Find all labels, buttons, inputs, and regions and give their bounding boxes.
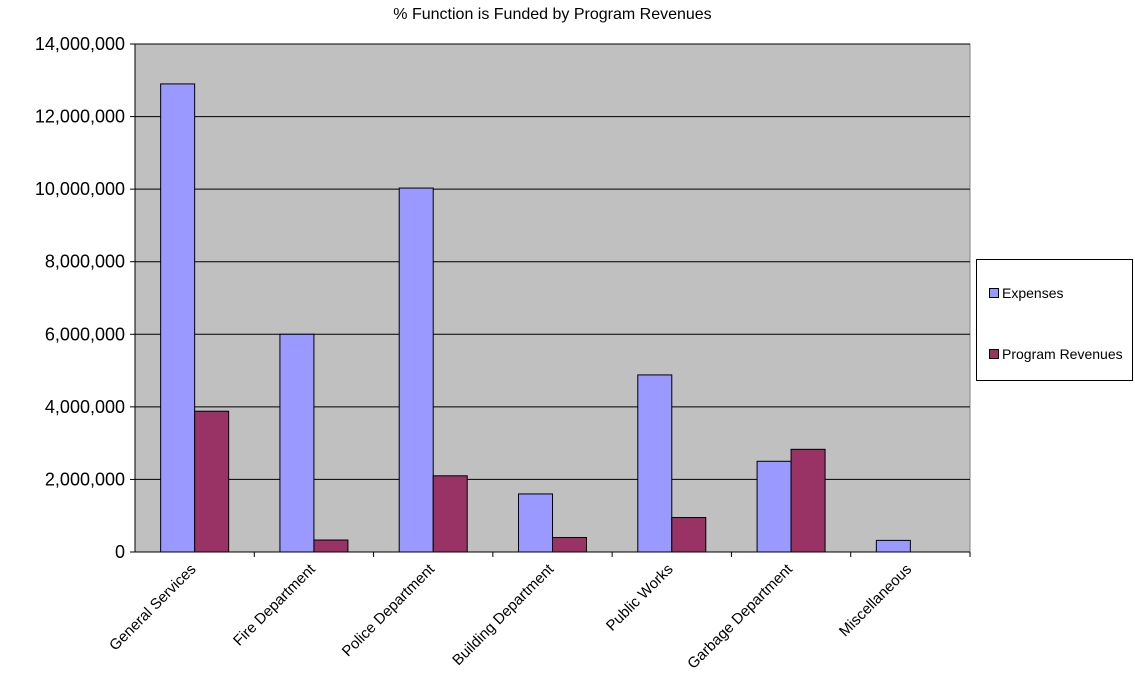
- y-tick-label: 0: [115, 542, 125, 562]
- legend-swatch-program-revenues: [989, 349, 999, 359]
- bar-expenses-building-department: [518, 493, 553, 553]
- bar-program-revenues-building-department: [552, 536, 587, 553]
- plot-area: [134, 43, 971, 553]
- bar-expenses-fire-department: [279, 333, 315, 553]
- y-tick-label: 8,000,000: [45, 252, 125, 272]
- y-tick-label: 12,000,000: [35, 107, 125, 127]
- legend-label-expenses: Expenses: [1002, 285, 1064, 301]
- bar-expenses-general-services: [160, 83, 196, 553]
- bar-program-revenues-police-department: [432, 475, 468, 553]
- bar-expenses-garbage-department: [756, 460, 792, 553]
- bar-program-revenues-general-services: [194, 410, 230, 553]
- y-tick-label: 14,000,000: [35, 34, 125, 54]
- y-tick-label: 6,000,000: [45, 324, 125, 344]
- bar-expenses-police-department: [398, 187, 434, 553]
- y-tick-labels: 0 2,000,000 4,000,000 6,000,000 8,000,000 10,…: [35, 34, 125, 562]
- bar-expenses-public-works: [637, 374, 673, 553]
- legend: Expenses Program Revenues: [976, 259, 1133, 381]
- bars: [160, 83, 911, 553]
- x-tick-label: Garbage Department: [684, 560, 796, 672]
- y-tick-label: 10,000,000: [35, 179, 125, 199]
- bar-expenses-miscellaneous: [875, 539, 911, 553]
- x-tick-label: General Services: [106, 561, 199, 654]
- x-tick-label: Fire Department: [230, 560, 319, 649]
- legend-item-program-revenues: Program Revenues: [989, 346, 1123, 362]
- legend-label-program-revenues: Program Revenues: [1002, 346, 1123, 362]
- x-tick-label: Miscellaneous: [836, 561, 915, 640]
- x-tick-label: Building Department: [449, 560, 558, 669]
- x-tick-label: Police Department: [339, 560, 439, 660]
- legend-swatch-expenses: [989, 288, 999, 298]
- bar-program-revenues-garbage-department: [790, 448, 826, 553]
- bar-program-revenues-fire-department: [313, 539, 349, 553]
- bar-program-revenues-public-works: [671, 517, 707, 553]
- x-tick-label: Public Works: [603, 561, 677, 635]
- gridlines: [135, 43, 970, 480]
- chart-title: % Function is Funded by Program Revenues: [393, 6, 712, 23]
- x-tick-labels: General Services Fire Department Police De…: [106, 560, 915, 672]
- y-tick-label: 2,000,000: [45, 469, 125, 489]
- y-tick-label: 4,000,000: [45, 397, 125, 417]
- legend-item-expenses: Expenses: [989, 285, 1063, 301]
